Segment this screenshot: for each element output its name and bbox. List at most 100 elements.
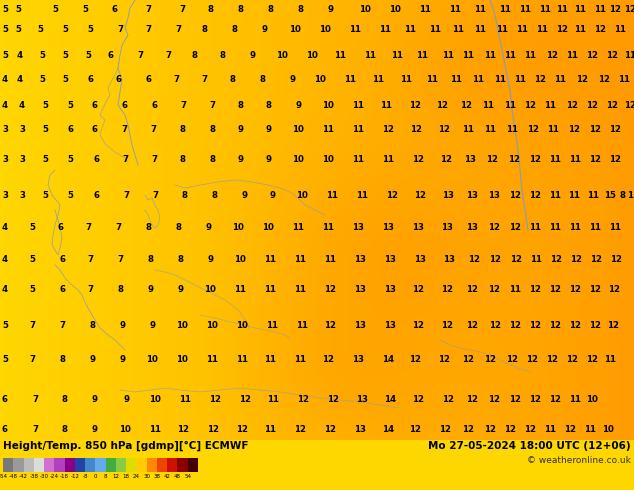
- Text: 9: 9: [262, 25, 268, 34]
- Text: 9: 9: [289, 75, 295, 84]
- Text: 10: 10: [322, 155, 334, 165]
- Text: 8: 8: [192, 50, 198, 59]
- Text: 12: 12: [510, 255, 522, 265]
- Text: 8: 8: [145, 223, 151, 232]
- Text: Mo 27-05-2024 18:00 UTC (12+06): Mo 27-05-2024 18:00 UTC (12+06): [429, 441, 631, 451]
- Text: 13: 13: [414, 255, 426, 265]
- Text: 7: 7: [145, 25, 151, 34]
- Text: 38: 38: [153, 473, 160, 479]
- Text: 11: 11: [499, 5, 511, 15]
- Text: 13: 13: [354, 286, 366, 294]
- Text: 8: 8: [62, 425, 68, 435]
- Text: 9: 9: [295, 100, 301, 109]
- Text: 5: 5: [29, 286, 35, 294]
- Text: 11: 11: [516, 25, 528, 34]
- Text: 8: 8: [267, 5, 273, 15]
- Text: 6: 6: [145, 75, 151, 84]
- Text: 6: 6: [67, 125, 73, 134]
- Text: 10: 10: [119, 425, 131, 435]
- Text: 7: 7: [209, 100, 215, 109]
- Text: 3: 3: [2, 155, 8, 165]
- Text: 8: 8: [207, 5, 213, 15]
- Text: 10: 10: [176, 356, 188, 365]
- Text: 12: 12: [412, 320, 424, 329]
- Text: 12: 12: [589, 286, 601, 294]
- Text: 5: 5: [2, 25, 8, 34]
- Text: 11: 11: [391, 50, 403, 59]
- Text: 12: 12: [438, 125, 450, 134]
- Text: 8: 8: [229, 75, 235, 84]
- Text: 7: 7: [180, 100, 186, 109]
- Text: 11: 11: [554, 75, 566, 84]
- Text: 11: 11: [514, 75, 526, 84]
- Text: 11: 11: [604, 356, 616, 365]
- Text: 8: 8: [202, 25, 208, 34]
- Text: 11: 11: [352, 100, 364, 109]
- Text: 12: 12: [409, 356, 421, 365]
- Text: 9: 9: [177, 286, 183, 294]
- Text: 12: 12: [382, 125, 394, 134]
- Text: 11: 11: [452, 25, 464, 34]
- Text: 11: 11: [566, 50, 578, 59]
- Text: 10: 10: [602, 425, 614, 435]
- Text: 9: 9: [237, 125, 243, 134]
- Text: 12: 12: [529, 286, 541, 294]
- Text: 11: 11: [449, 5, 461, 15]
- Text: 11: 11: [530, 255, 542, 265]
- Text: 11: 11: [324, 255, 336, 265]
- Text: 12: 12: [527, 125, 539, 134]
- Text: 9: 9: [123, 395, 129, 405]
- Text: 11: 11: [568, 191, 580, 199]
- Text: 12: 12: [409, 100, 421, 109]
- Text: 7: 7: [173, 75, 179, 84]
- Text: 12: 12: [489, 255, 501, 265]
- Text: 12: 12: [441, 320, 453, 329]
- Text: 8: 8: [59, 356, 65, 365]
- Text: 8: 8: [181, 191, 187, 199]
- Text: 12: 12: [524, 100, 536, 109]
- Text: 12: 12: [526, 356, 538, 365]
- Text: 10: 10: [322, 100, 334, 109]
- Text: 4: 4: [2, 286, 8, 294]
- Text: 7: 7: [122, 155, 128, 165]
- Text: 12: 12: [609, 155, 621, 165]
- Text: 10: 10: [262, 223, 274, 232]
- Text: 11: 11: [609, 223, 621, 232]
- Text: 6: 6: [93, 155, 99, 165]
- Text: 11: 11: [264, 286, 276, 294]
- Text: 9: 9: [207, 255, 213, 265]
- Text: 5: 5: [37, 25, 43, 34]
- Text: 7: 7: [32, 425, 38, 435]
- Text: 12: 12: [608, 286, 620, 294]
- Text: 11: 11: [292, 223, 304, 232]
- Text: 7: 7: [59, 320, 65, 329]
- Text: 11: 11: [506, 125, 518, 134]
- Text: 4: 4: [19, 100, 25, 109]
- Text: 12: 12: [484, 425, 496, 435]
- Text: -42: -42: [19, 473, 28, 479]
- Text: 11: 11: [549, 191, 561, 199]
- Text: 9: 9: [269, 191, 275, 199]
- Text: 12: 12: [546, 50, 558, 59]
- Text: 6: 6: [152, 100, 158, 109]
- Text: 12: 12: [594, 25, 606, 34]
- Text: 11: 11: [504, 100, 516, 109]
- Text: 15: 15: [604, 191, 616, 199]
- Text: 5: 5: [29, 223, 35, 232]
- Text: 12: 12: [112, 473, 119, 479]
- Text: 9: 9: [265, 155, 271, 165]
- Text: 7: 7: [123, 191, 129, 199]
- Text: 11: 11: [569, 223, 581, 232]
- Text: 13: 13: [354, 425, 366, 435]
- Text: 12: 12: [549, 395, 561, 405]
- Text: 10: 10: [389, 5, 401, 15]
- Text: 12: 12: [549, 286, 561, 294]
- Text: 12: 12: [509, 191, 521, 199]
- Text: 12: 12: [609, 5, 621, 15]
- Text: 11: 11: [574, 5, 586, 15]
- Text: 13: 13: [412, 223, 424, 232]
- Bar: [116, 458, 126, 472]
- Text: 12: 12: [177, 425, 189, 435]
- Text: 12: 12: [607, 320, 619, 329]
- Text: 5: 5: [42, 191, 48, 199]
